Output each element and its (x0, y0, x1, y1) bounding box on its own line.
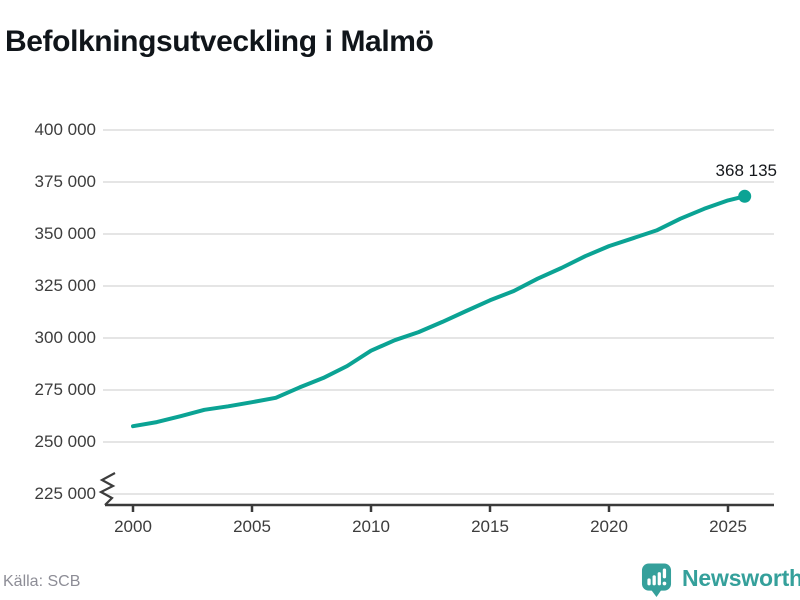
population-line (131, 194, 747, 429)
x-axis-tick-label: 2000 (114, 517, 152, 536)
x-axis-tick-label: 2015 (471, 517, 509, 536)
newsworthy-wordmark: Newsworthy (682, 564, 800, 591)
newsworthy-logo-icon (641, 563, 672, 597)
x-axis-tick-label: 2025 (709, 517, 747, 536)
newsworthy-logo: Newsworthy (641, 562, 800, 598)
y-axis-tick-label: 275 000 (34, 380, 96, 399)
axis-break-icon (98, 472, 116, 506)
end-point-marker (738, 189, 752, 203)
end-value-label: 368 135 (715, 161, 777, 180)
source-text: Källa: SCB (3, 573, 81, 590)
page-title: Befolkningsutveckling i Malmö (5, 25, 434, 59)
x-axis-tick-label: 2020 (590, 517, 628, 536)
y-axis-tick-label: 250 000 (34, 432, 96, 451)
x-axis-tick-label: 2005 (233, 517, 271, 536)
y-axis-tick-label: 225 000 (34, 484, 96, 503)
y-axis-tick-label: 300 000 (34, 328, 96, 347)
y-axis-tick-label: 350 000 (34, 224, 96, 243)
y-axis-tick-label: 400 000 (34, 120, 96, 139)
x-axis-tick-label: 2010 (352, 517, 390, 536)
y-axis-tick-label: 325 000 (34, 276, 96, 295)
y-axis-tick-label: 375 000 (34, 172, 96, 191)
